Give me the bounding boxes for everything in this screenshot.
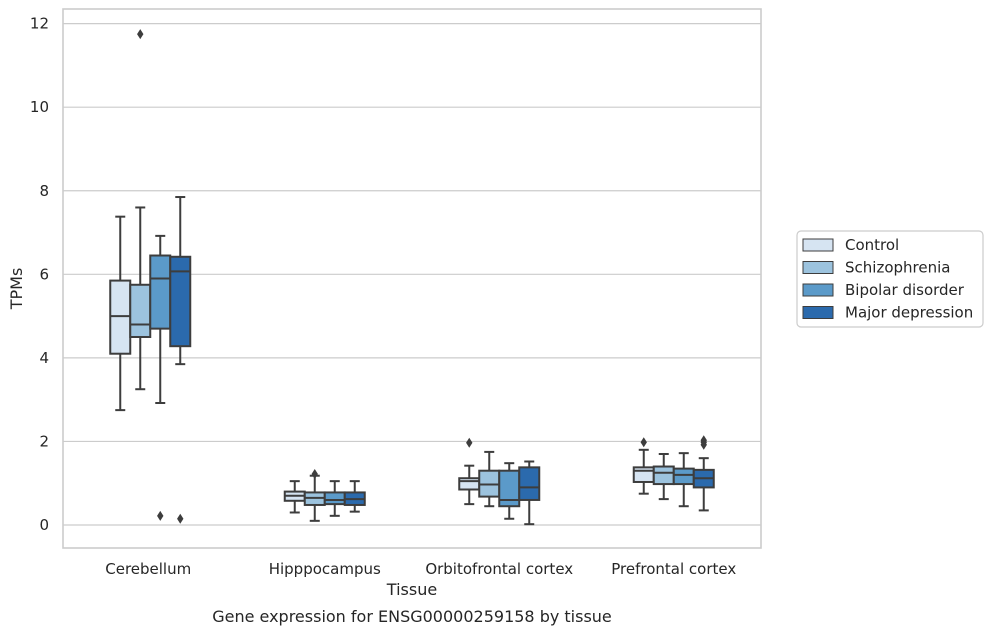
box-bipolar-disorder: [323, 480, 346, 517]
box-schizophrenia: [303, 469, 326, 522]
box-major-depression: [518, 460, 541, 526]
legend-label: Control: [845, 236, 899, 254]
iqr-box: [169, 255, 192, 348]
box-schizophrenia: [478, 450, 501, 508]
iqr-box: [672, 467, 695, 486]
box-control: [283, 480, 306, 514]
box-plot-area: [109, 29, 715, 526]
outlier-point: [311, 469, 318, 480]
outlier-point: [157, 510, 164, 521]
box-major-depression: [169, 196, 192, 524]
legend: Control Schizophrenia Bipolar disorder Majo…: [796, 230, 984, 328]
y-tick-label: 4: [39, 349, 49, 367]
y-tick-label: 10: [30, 98, 49, 116]
y-tick-label: 12: [30, 15, 49, 33]
plot-frame: [62, 8, 762, 549]
x-tick-label: Cerebellum: [105, 560, 191, 578]
box-major-depression: [343, 480, 366, 513]
outlier-point: [177, 513, 184, 524]
box-control: [109, 215, 132, 412]
box-bipolar-disorder: [672, 452, 695, 508]
outlier-point: [466, 437, 473, 448]
outlier-point: [700, 435, 707, 446]
x-tick-label: Prefrontal cortex: [611, 560, 736, 578]
legend-swatch: [802, 306, 834, 319]
legend-frame: [796, 230, 984, 328]
legend-swatch: [802, 238, 834, 252]
outlier-point: [137, 29, 144, 40]
box-control: [632, 437, 655, 495]
legend-label: Bipolar disorder: [845, 281, 965, 299]
box-bipolar-disorder: [498, 462, 521, 520]
x-axis-title: Tissue: [386, 580, 437, 599]
chart-caption: Gene expression for ENSG00000259158 by t…: [212, 607, 612, 626]
box-bipolar-disorder: [149, 234, 172, 521]
y-tick-label: 8: [39, 182, 49, 200]
x-tick-labels: Cerebellum Hipppocampus Orbitofrontal cort…: [105, 560, 736, 578]
box-major-depression: [692, 435, 715, 512]
iqr-box: [323, 491, 346, 506]
y-tick-label: 6: [39, 265, 49, 283]
x-tick-label: Hipppocampus: [269, 560, 381, 578]
legend-label: Major depression: [845, 304, 973, 322]
y-tick-label: 0: [39, 516, 49, 534]
y-tick-label: 2: [39, 432, 49, 450]
box-schizophrenia: [129, 29, 152, 391]
y-axis-title: TPMs: [7, 268, 26, 311]
legend-swatch: [802, 283, 834, 297]
x-tick-label: Orbitofrontal cortex: [425, 560, 573, 578]
box-schizophrenia: [652, 452, 675, 501]
iqr-box: [129, 283, 152, 338]
legend-label: Schizophrenia: [845, 259, 950, 277]
y-tick-labels: 0 2 4 6 8 10 12: [30, 15, 49, 534]
iqr-box: [632, 466, 655, 483]
box-control: [458, 437, 481, 506]
legend-swatch: [802, 261, 834, 274]
iqr-box: [518, 466, 541, 501]
outlier-point: [640, 437, 647, 448]
iqr-box: [109, 279, 132, 355]
iqr-box: [652, 465, 675, 486]
iqr-box: [149, 254, 172, 330]
iqr-box: [458, 477, 481, 491]
